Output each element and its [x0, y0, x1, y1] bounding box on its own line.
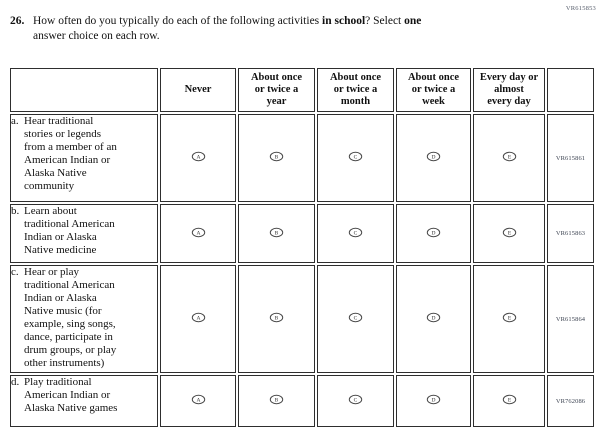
- oval-letter: E: [507, 315, 511, 321]
- oval-letter: D: [432, 230, 436, 236]
- answer-oval[interactable]: E: [502, 151, 517, 162]
- answer-cell: A: [160, 265, 236, 373]
- oval-letter: A: [196, 397, 200, 403]
- answer-oval[interactable]: A: [191, 151, 206, 162]
- answer-oval[interactable]: B: [269, 151, 284, 162]
- answer-cell: D: [396, 204, 471, 263]
- row-label: Hear or play traditional American Indian…: [24, 266, 117, 369]
- answer-cell: C: [317, 375, 394, 427]
- answer-oval[interactable]: C: [348, 227, 363, 238]
- answer-cell: C: [317, 265, 394, 373]
- answer-oval[interactable]: A: [191, 227, 206, 238]
- question-number: 26.: [10, 15, 25, 27]
- answer-oval[interactable]: E: [502, 227, 517, 238]
- row-letter: c.: [11, 266, 19, 278]
- oval-letter: C: [354, 230, 358, 236]
- answer-cell: E: [473, 265, 545, 373]
- row-code: VR615863: [547, 204, 594, 263]
- oval-letter: E: [507, 154, 511, 160]
- table-row-d: d. Play traditional American Indian or A…: [10, 375, 594, 427]
- oval-letter: B: [275, 154, 279, 160]
- answer-oval[interactable]: C: [348, 312, 363, 323]
- oval-letter: A: [196, 230, 200, 236]
- oval-letter: B: [275, 315, 279, 321]
- answer-oval[interactable]: C: [348, 151, 363, 162]
- answer-oval[interactable]: B: [269, 394, 284, 405]
- row-label: Hear traditional stories or legends from…: [24, 115, 117, 192]
- row-letter: a.: [11, 115, 19, 127]
- oval-letter: C: [354, 315, 358, 321]
- answer-oval[interactable]: D: [426, 151, 441, 162]
- row-code: VR762086: [547, 375, 594, 427]
- answer-cell: A: [160, 375, 236, 427]
- oval-letter: B: [275, 230, 279, 236]
- answer-oval[interactable]: A: [191, 312, 206, 323]
- question-segment: How often do you typically do each of th…: [33, 15, 323, 27]
- answer-cell: C: [317, 114, 394, 202]
- oval-letter: D: [432, 154, 436, 160]
- code-column-header: [547, 68, 594, 112]
- row-label: Play traditional American Indian or Alas…: [24, 376, 118, 414]
- question-segment: ? Select: [365, 15, 405, 27]
- row-letter: b.: [11, 205, 20, 217]
- question-block: 26. How often do you typically do each o…: [10, 14, 570, 44]
- col-header-once-twice-month: About once or twice a month: [317, 68, 394, 112]
- table-row-c: c. Hear or play traditional American Ind…: [10, 265, 594, 373]
- answer-oval[interactable]: E: [502, 394, 517, 405]
- stub-header-cell: [10, 68, 158, 112]
- row-label-cell: b. Learn about traditional American Indi…: [10, 204, 158, 263]
- answer-cell: E: [473, 375, 545, 427]
- row-code: VR615861: [547, 114, 594, 202]
- frequency-response-table: Never About once or twice a year About o…: [8, 66, 596, 429]
- answer-cell: B: [238, 375, 315, 427]
- row-letter: d.: [11, 376, 20, 388]
- col-header-once-twice-week: About once or twice a week: [396, 68, 471, 112]
- row-label-cell: a. Hear traditional stories or legends f…: [10, 114, 158, 202]
- answer-cell: A: [160, 204, 236, 263]
- row-label-cell: d. Play traditional American Indian or A…: [10, 375, 158, 427]
- answer-cell: E: [473, 204, 545, 263]
- question-text: How often do you typically do each of th…: [33, 14, 553, 44]
- oval-letter: C: [354, 154, 358, 160]
- question-segment-bold: one: [404, 15, 422, 27]
- answer-cell: E: [473, 114, 545, 202]
- table-row-a: a. Hear traditional stories or legends f…: [10, 114, 594, 202]
- answer-cell: B: [238, 114, 315, 202]
- oval-letter: D: [432, 315, 436, 321]
- answer-oval[interactable]: B: [269, 227, 284, 238]
- oval-letter: E: [507, 230, 511, 236]
- row-label-cell: c. Hear or play traditional American Ind…: [10, 265, 158, 373]
- question-segment: answer choice on each row.: [33, 30, 160, 42]
- answer-cell: D: [396, 114, 471, 202]
- oval-letter: B: [275, 397, 279, 403]
- answer-oval[interactable]: A: [191, 394, 206, 405]
- answer-oval[interactable]: E: [502, 312, 517, 323]
- answer-oval[interactable]: D: [426, 227, 441, 238]
- answer-cell: A: [160, 114, 236, 202]
- row-code: VR615864: [547, 265, 594, 373]
- answer-oval[interactable]: D: [426, 394, 441, 405]
- answer-cell: B: [238, 204, 315, 263]
- col-header-once-twice-year: About once or twice a year: [238, 68, 315, 112]
- oval-letter: A: [196, 315, 200, 321]
- oval-letter: E: [507, 397, 511, 403]
- col-header-never: Never: [160, 68, 236, 112]
- answer-oval[interactable]: D: [426, 312, 441, 323]
- row-label: Learn about traditional American Indian …: [24, 205, 115, 256]
- col-header-every-day: Every day or almost every day: [473, 68, 545, 112]
- table-row-b: b. Learn about traditional American Indi…: [10, 204, 594, 263]
- header-row: Never About once or twice a year About o…: [10, 68, 594, 112]
- answer-cell: D: [396, 375, 471, 427]
- answer-cell: D: [396, 265, 471, 373]
- answer-cell: B: [238, 265, 315, 373]
- oval-letter: D: [432, 397, 436, 403]
- answer-oval[interactable]: C: [348, 394, 363, 405]
- answer-cell: C: [317, 204, 394, 263]
- question-segment-bold: in school: [322, 15, 366, 27]
- oval-letter: A: [196, 154, 200, 160]
- oval-letter: C: [354, 397, 358, 403]
- answer-oval[interactable]: B: [269, 312, 284, 323]
- form-code-top-right: VR615853: [565, 5, 596, 12]
